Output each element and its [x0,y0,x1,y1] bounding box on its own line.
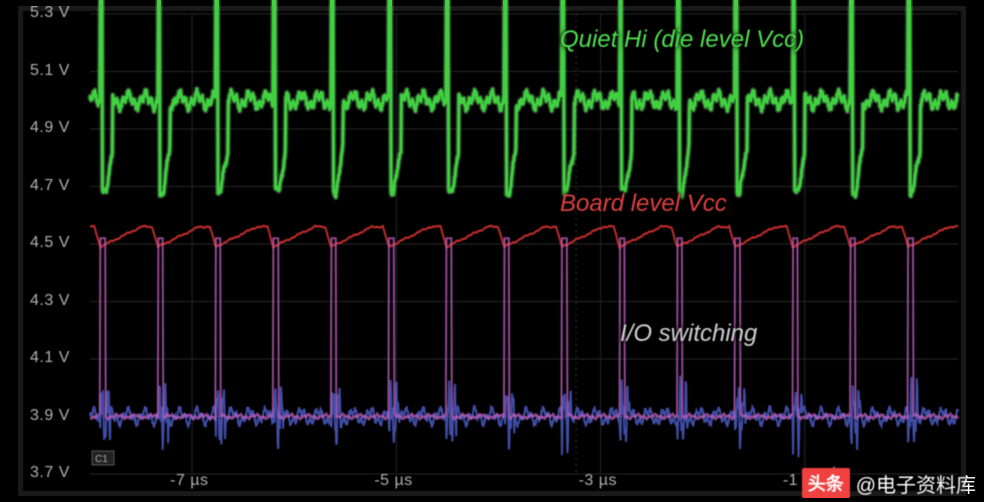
quiet-hi-label: Quiet Hi (die level Vcc) [560,26,804,54]
y-tick-label: 5.3 V [30,4,70,22]
y-tick-label: 4.5 V [30,234,70,252]
y-tick-label: 4.9 V [30,119,70,137]
y-tick-label: 3.9 V [30,407,70,425]
y-tick-label: 4.7 V [30,177,70,195]
board-vcc-label: Board level Vcc [560,190,727,218]
y-tick-label: 3.7 V [30,464,70,482]
watermark-text: @电子资料库 [856,469,976,498]
y-tick-label: 5.1 V [30,62,70,80]
x-tick-label: -5 µs [374,472,412,490]
svg-text:C1: C1 [95,454,108,465]
watermark: 头条 @电子资料库 [802,468,976,498]
y-tick-label: 4.3 V [30,292,70,310]
x-tick-label: -3 µs [579,472,617,490]
x-tick-label: -7 µs [170,472,208,490]
io-switching-label: I/O switching [620,320,757,348]
oscilloscope-plot: C1 [0,0,984,502]
toutiao-logo-icon: 头条 [802,468,850,498]
y-tick-label: 4.1 V [30,349,70,367]
